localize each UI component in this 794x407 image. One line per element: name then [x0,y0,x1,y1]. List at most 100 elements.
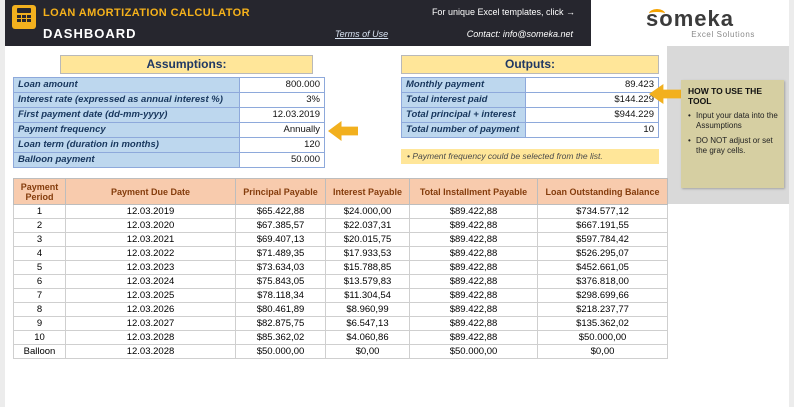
table-cell: 9 [13,316,66,331]
amortization-table-head: Payment Period Payment Due Date Principal … [13,178,668,205]
assumption-row: Loan amount 800.000 [14,78,325,93]
assumption-row: Loan term (duration in months) 120 [14,138,325,153]
table-cell: $89.422,88 [409,288,538,303]
output-row: Total interest paid $144.229 [402,93,659,108]
frequency-note: • Payment frequency could be selected fr… [401,149,659,164]
table-cell: $50.000,00 [537,330,668,345]
assumption-label: Payment frequency [14,123,240,138]
output-value-cell: $144.229 [526,93,659,108]
calculator-keys-glyph [12,15,36,22]
table-cell: $298.699,66 [537,288,668,303]
assumption-label: Loan term (duration in months) [14,138,240,153]
calculator-screen-glyph [17,8,31,13]
table-cell: $734.577,12 [537,204,668,219]
table-row: 9 12.03.2027 $82.875,75 $6.547,13 $89.422,88… [13,316,668,331]
assumption-value-cell[interactable]: 50.000 [240,153,325,168]
table-cell: 6 [13,274,66,289]
output-row: Monthly payment 89.423 [402,78,659,93]
promo-link[interactable]: For unique Excel templates, click → [431,7,575,17]
table-cell: $69.407,13 [235,232,326,247]
contact-text: Contact: info@someka.net [466,29,573,39]
assumption-row: First payment date (dd-mm-yyyy) 12.03.201… [14,108,325,123]
table-row: 8 12.03.2026 $80.461,89 $8.960,99 $89.422,88… [13,302,668,317]
assumption-value-cell[interactable]: 12.03.2019 [240,108,325,123]
table-cell: 12.03.2028 [65,330,236,345]
output-value-cell: $944.229 [526,108,659,123]
table-cell: 12.03.2019 [65,204,236,219]
table-cell: $89.422,88 [409,330,538,345]
how-to-use-box: HOW TO USE THE TOOL Input your data into… [681,80,784,188]
table-cell: $218.237,77 [537,302,668,317]
column-header: Loan Outstanding Balance [537,178,668,205]
table-cell: $71.489,35 [235,246,326,261]
table-cell: $50.000,00 [235,344,326,359]
table-cell: $17.933,53 [325,246,410,261]
amortization-table-body: 1 12.03.2019 $65.422,88 $24.000,00 $89.422,8… [13,204,668,359]
table-cell: $82.875,75 [235,316,326,331]
table-cell: 10 [13,330,66,345]
output-label: Total principal + interest [402,108,526,123]
table-cell: Balloon [13,344,66,359]
table-cell: $0,00 [537,344,668,359]
output-value-cell: 10 [526,123,659,138]
assumption-value-cell[interactable]: Annually [240,123,325,138]
output-row: Total number of payment 10 [402,123,659,138]
table-cell: 8 [13,302,66,317]
amortization-table: Payment Period Payment Due Date Principal … [13,178,668,359]
logo-text: someka [646,5,734,31]
assumption-value-cell[interactable]: 120 [240,138,325,153]
column-header: Interest Payable [325,178,410,205]
table-cell: $526.295,07 [537,246,668,261]
assumption-value-cell[interactable]: 3% [240,93,325,108]
table-cell: $376.818,00 [537,274,668,289]
table-row: 6 12.03.2024 $75.843,05 $13.579,83 $89.422,8… [13,274,668,289]
terms-of-use-link[interactable]: Terms of Use [335,29,389,39]
top-header-bar: LOAN AMORTIZATION CALCULATOR For unique … [5,0,789,46]
logo-swoosh-icon [649,9,665,18]
how-to-use-title: HOW TO USE THE TOOL [688,86,762,106]
table-cell: $75.843,05 [235,274,326,289]
table-cell: $89.422,88 [409,232,538,247]
how-to-bullet: DO NOT adjust or set the gray cells. [688,136,778,156]
table-row: 2 12.03.2020 $67.385,57 $22.037,31 $89.422,8… [13,218,668,233]
table-cell: $65.422,88 [235,204,326,219]
assumption-row: Balloon payment 50.000 [14,153,325,168]
table-cell: 12.03.2027 [65,316,236,331]
column-header: Payment Period [13,178,66,205]
table-cell: $89.422,88 [409,246,538,261]
table-cell: $4.060,86 [325,330,410,345]
output-label: Total interest paid [402,93,526,108]
table-cell: $11.304,54 [325,288,410,303]
column-header: Total Installment Payable [409,178,538,205]
logo-subtitle: Excel Solutions [691,29,755,39]
table-cell: $20.015,75 [325,232,410,247]
assumption-label: Balloon payment [14,153,240,168]
table-row: 7 12.03.2025 $78.118,34 $11.304,54 $89.422,8… [13,288,668,303]
table-cell: 2 [13,218,66,233]
table-cell: 4 [13,246,66,261]
someka-logo: someka Excel Solutions [591,0,789,46]
table-cell: 12.03.2026 [65,302,236,317]
table-cell: $89.422,88 [409,302,538,317]
table-cell: $22.037,31 [325,218,410,233]
assumption-value-cell[interactable]: 800.000 [240,78,325,93]
table-row: 3 12.03.2021 $69.407,13 $20.015,75 $89.422,8… [13,232,668,247]
table-cell: 12.03.2024 [65,274,236,289]
output-label: Monthly payment [402,78,526,93]
table-cell: $8.960,99 [325,302,410,317]
table-cell: 12.03.2020 [65,218,236,233]
table-cell: $73.634,03 [235,260,326,275]
arrow-left-icon-frequency [328,121,358,141]
assumption-label: Interest rate (expressed as annual inter… [14,93,240,108]
table-cell: 12.03.2021 [65,232,236,247]
table-cell: $80.461,89 [235,302,326,317]
table-cell: $6.547,13 [325,316,410,331]
table-cell: $597.784,42 [537,232,668,247]
table-cell: $89.422,88 [409,218,538,233]
header-row: Payment Period Payment Due Date Principal … [13,178,668,205]
assumption-label: First payment date (dd-mm-yyyy) [14,108,240,123]
table-cell: $135.362,02 [537,316,668,331]
table-cell: 7 [13,288,66,303]
table-cell: $0,00 [325,344,410,359]
output-row: Total principal + interest $944.229 [402,108,659,123]
